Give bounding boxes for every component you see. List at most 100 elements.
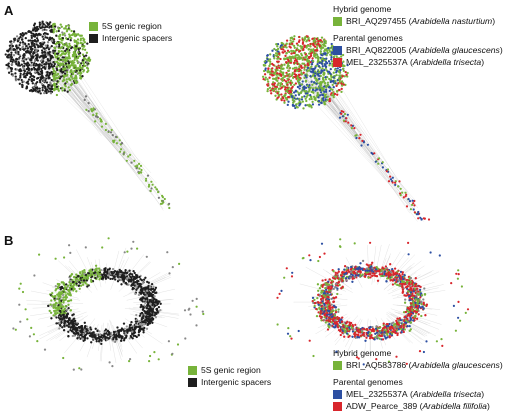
network-node xyxy=(79,333,82,337)
network-node xyxy=(61,62,65,65)
network-node xyxy=(65,30,69,33)
network-node xyxy=(288,50,291,54)
network-node xyxy=(308,105,311,108)
network-node xyxy=(90,332,94,335)
network-node xyxy=(340,287,343,290)
network-node xyxy=(11,74,15,77)
network-node xyxy=(12,54,16,57)
network-node xyxy=(41,20,44,23)
network-node xyxy=(319,50,322,53)
network-node xyxy=(79,66,82,70)
network-node xyxy=(408,281,411,284)
network-node xyxy=(155,291,158,294)
network-node xyxy=(300,66,304,70)
network-node xyxy=(280,65,283,68)
network-node xyxy=(91,335,95,338)
network-node xyxy=(329,80,332,84)
network-node xyxy=(126,250,129,253)
network-node xyxy=(15,44,18,48)
network-node xyxy=(85,58,89,61)
network-edge xyxy=(387,254,416,284)
network-node xyxy=(104,330,107,334)
network-node xyxy=(141,320,144,324)
network-node xyxy=(111,274,114,277)
network-node xyxy=(88,334,92,337)
network-node xyxy=(90,280,93,283)
network-node xyxy=(275,78,278,81)
network-node xyxy=(151,317,154,320)
network-node xyxy=(120,339,123,342)
network-node xyxy=(57,297,60,301)
network-node xyxy=(59,324,62,327)
network-node xyxy=(131,337,134,340)
network-node xyxy=(138,314,142,317)
network-node xyxy=(115,142,118,145)
network-node xyxy=(65,37,68,40)
network-node xyxy=(75,278,79,281)
network-node xyxy=(280,77,283,80)
network-node xyxy=(71,77,74,80)
network-node xyxy=(348,334,351,338)
network-node xyxy=(76,337,79,340)
network-node xyxy=(124,281,128,285)
network-node xyxy=(10,62,14,66)
network-node xyxy=(92,113,95,117)
network-node xyxy=(40,49,44,52)
network-node xyxy=(130,247,133,250)
network-node xyxy=(314,86,317,89)
network-node xyxy=(48,59,52,62)
network-node xyxy=(73,69,76,73)
network-node xyxy=(333,92,337,96)
network-node xyxy=(134,281,137,284)
network-node xyxy=(346,63,349,67)
network-node xyxy=(86,64,89,67)
network-node xyxy=(54,56,58,59)
network-node xyxy=(32,85,35,89)
network-node xyxy=(41,41,44,44)
network-node xyxy=(283,75,286,78)
network-node xyxy=(126,328,129,331)
network-node xyxy=(381,161,384,164)
network-node xyxy=(80,34,83,37)
network-node xyxy=(391,283,395,286)
network-node xyxy=(275,54,279,57)
network-node xyxy=(72,51,76,54)
network-node xyxy=(18,43,21,47)
network-node xyxy=(93,274,96,277)
network-node xyxy=(112,272,115,275)
network-node xyxy=(62,299,65,302)
network-node xyxy=(30,36,33,40)
network-node xyxy=(415,287,419,290)
network-node xyxy=(404,294,408,297)
network-node xyxy=(61,293,65,297)
network-node xyxy=(130,161,133,164)
network-node xyxy=(61,89,64,92)
network-node xyxy=(61,86,64,90)
network-node xyxy=(342,119,346,122)
network-node xyxy=(65,42,68,45)
network-node xyxy=(72,66,75,70)
network-node xyxy=(109,131,113,134)
network-node xyxy=(328,72,332,75)
network-node xyxy=(66,37,70,41)
network-node xyxy=(412,208,415,211)
network-node xyxy=(39,92,42,95)
network-node xyxy=(136,282,139,285)
network-node xyxy=(114,273,118,276)
network-node xyxy=(360,144,363,147)
network-node xyxy=(202,312,205,316)
network-node xyxy=(361,139,364,142)
network-node xyxy=(53,46,57,50)
network-node xyxy=(110,334,113,337)
network-node xyxy=(53,83,56,86)
network-node xyxy=(38,21,41,24)
network-node xyxy=(343,268,346,271)
network-node xyxy=(74,74,77,78)
network-node xyxy=(304,97,307,100)
network-node xyxy=(276,68,279,72)
network-node xyxy=(115,333,118,336)
network-node xyxy=(279,69,282,73)
network-node xyxy=(328,89,331,93)
network-node xyxy=(301,80,304,83)
network-node xyxy=(51,291,54,295)
